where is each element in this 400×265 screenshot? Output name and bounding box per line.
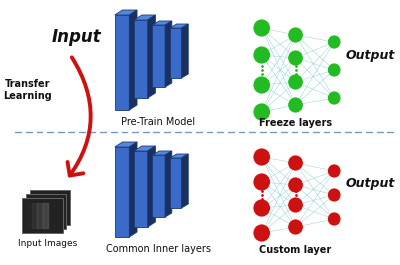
Text: Transfer
Learning: Transfer Learning bbox=[4, 79, 52, 101]
Circle shape bbox=[328, 35, 341, 49]
Circle shape bbox=[253, 46, 270, 64]
Circle shape bbox=[288, 197, 303, 213]
Polygon shape bbox=[134, 146, 155, 151]
Polygon shape bbox=[170, 24, 188, 28]
Polygon shape bbox=[170, 158, 182, 208]
Circle shape bbox=[328, 63, 341, 77]
Circle shape bbox=[253, 103, 270, 121]
Circle shape bbox=[328, 164, 341, 178]
Text: Output: Output bbox=[345, 176, 395, 189]
Polygon shape bbox=[182, 154, 188, 208]
Polygon shape bbox=[115, 147, 129, 237]
Circle shape bbox=[253, 19, 270, 37]
Circle shape bbox=[253, 76, 270, 94]
Circle shape bbox=[253, 148, 270, 166]
Polygon shape bbox=[165, 151, 172, 217]
Polygon shape bbox=[134, 151, 148, 227]
Polygon shape bbox=[148, 146, 155, 227]
FancyArrowPatch shape bbox=[68, 57, 91, 175]
Polygon shape bbox=[152, 25, 165, 87]
Polygon shape bbox=[134, 20, 148, 98]
Polygon shape bbox=[182, 24, 188, 78]
Circle shape bbox=[328, 212, 341, 226]
Circle shape bbox=[328, 188, 341, 202]
Text: Custom layer: Custom layer bbox=[260, 245, 332, 255]
Circle shape bbox=[288, 155, 303, 171]
Polygon shape bbox=[165, 21, 172, 87]
Polygon shape bbox=[170, 154, 188, 158]
Polygon shape bbox=[26, 194, 66, 229]
Circle shape bbox=[288, 97, 303, 113]
Circle shape bbox=[288, 27, 303, 43]
Polygon shape bbox=[30, 190, 70, 225]
Circle shape bbox=[253, 224, 270, 242]
Polygon shape bbox=[170, 28, 182, 78]
Circle shape bbox=[253, 199, 270, 217]
Polygon shape bbox=[148, 15, 155, 98]
Polygon shape bbox=[129, 10, 137, 110]
Polygon shape bbox=[129, 142, 137, 237]
Circle shape bbox=[288, 219, 303, 235]
Text: Freeze layers: Freeze layers bbox=[259, 118, 332, 128]
Polygon shape bbox=[115, 10, 137, 15]
Text: Output: Output bbox=[345, 48, 395, 61]
Text: Input Images: Input Images bbox=[18, 238, 77, 248]
Text: Input: Input bbox=[51, 28, 101, 46]
Circle shape bbox=[288, 74, 303, 90]
Text: Common Inner layers: Common Inner layers bbox=[106, 244, 211, 254]
Polygon shape bbox=[152, 151, 172, 155]
Circle shape bbox=[328, 91, 341, 105]
Circle shape bbox=[288, 177, 303, 193]
Circle shape bbox=[253, 173, 270, 191]
Text: Pre-Train Model: Pre-Train Model bbox=[121, 117, 195, 127]
Polygon shape bbox=[152, 155, 165, 217]
Polygon shape bbox=[22, 198, 63, 233]
Circle shape bbox=[288, 50, 303, 66]
Polygon shape bbox=[115, 15, 129, 110]
Polygon shape bbox=[152, 21, 172, 25]
Polygon shape bbox=[134, 15, 155, 20]
Polygon shape bbox=[115, 142, 137, 147]
